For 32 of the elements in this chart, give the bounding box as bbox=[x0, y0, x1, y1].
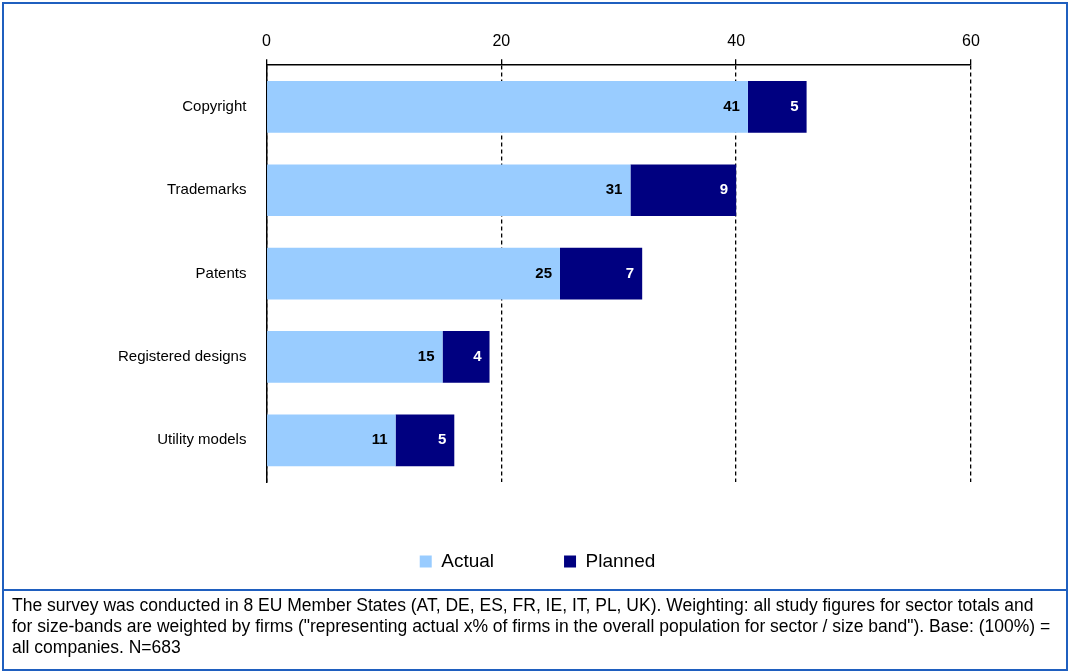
bar bbox=[267, 414, 396, 467]
data-label: 4 bbox=[473, 347, 483, 365]
bar bbox=[267, 247, 560, 300]
data-label: 9 bbox=[719, 180, 729, 198]
bar bbox=[395, 414, 455, 467]
legend-label: Planned bbox=[585, 549, 656, 571]
bar bbox=[747, 81, 807, 133]
y-tick-label: Patents bbox=[195, 263, 247, 281]
data-label: 25 bbox=[535, 263, 552, 281]
data-label: 5 bbox=[437, 430, 447, 448]
x-tick-label: 20 bbox=[492, 32, 511, 50]
y-tick-label: Trademarks bbox=[166, 180, 247, 198]
data-label: 5 bbox=[790, 97, 799, 115]
bar bbox=[442, 331, 490, 383]
y-tick-label: Copyright bbox=[182, 97, 248, 115]
data-label: 41 bbox=[723, 97, 740, 115]
x-tick-label: 40 bbox=[727, 32, 746, 50]
data-label: 31 bbox=[605, 180, 623, 198]
y-tick-label: Registered designs bbox=[117, 347, 247, 365]
data-label: 7 bbox=[625, 263, 635, 281]
x-tick-label: 0 bbox=[261, 32, 271, 50]
bar bbox=[267, 81, 748, 133]
data-label: 11 bbox=[371, 430, 388, 448]
bar bbox=[267, 331, 443, 383]
legend-label: Actual bbox=[441, 549, 495, 571]
text: The survey was conducted in 8 EU Member States (AT, DE, ES, FR, IE, IT, PL, UK). Weighting: all study figures for sector totals and for size-bands are weighted by firms ("representing actual x% of firms in the overall population for sector / size band"). Base: (100%) = all companies. N=683 bbox=[12, 595, 1052, 658]
bar bbox=[559, 247, 643, 300]
bar bbox=[630, 164, 737, 217]
x-tick-label: 60 bbox=[962, 32, 980, 50]
y-tick-label: Utility models bbox=[157, 430, 247, 448]
data-label: 15 bbox=[417, 347, 435, 365]
bar bbox=[267, 164, 631, 217]
